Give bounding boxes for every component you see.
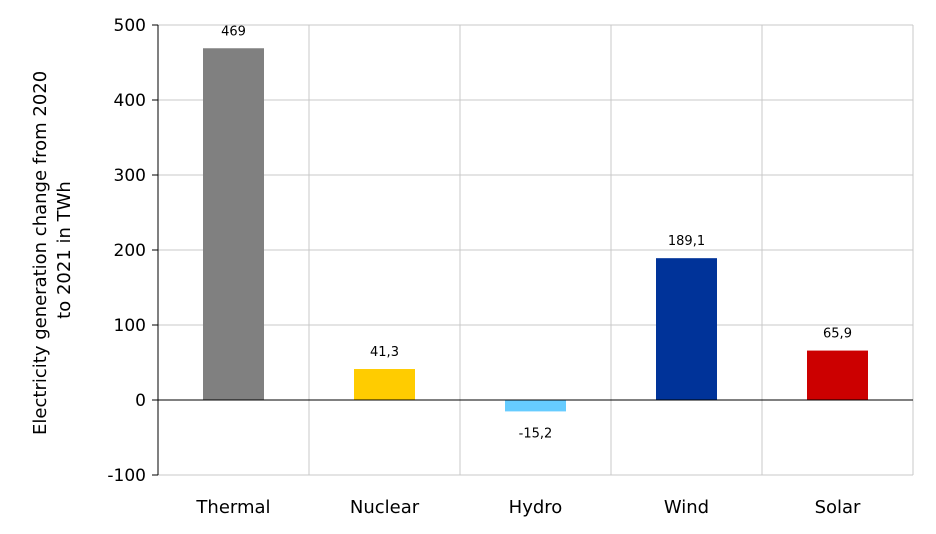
bar-nuclear xyxy=(354,369,415,400)
y-axis-title-line-1: Electricity generation change from 2020 xyxy=(30,71,51,435)
x-category-label: Nuclear xyxy=(350,497,420,518)
y-axis-title: Electricity generation change from 2020 … xyxy=(30,65,75,435)
bars xyxy=(203,48,868,412)
x-category-label: Thermal xyxy=(195,497,270,518)
y-tick-label: 200 xyxy=(114,241,146,261)
y-tick-label: 400 xyxy=(114,91,146,111)
y-tick-label: 100 xyxy=(114,316,146,336)
data-label: -15,2 xyxy=(519,426,553,441)
bar-wind xyxy=(656,258,717,400)
x-category-labels: Thermal Nuclear Hydro Wind Solar xyxy=(195,497,861,518)
bar-thermal xyxy=(203,48,264,400)
data-label: 469 xyxy=(221,24,246,39)
x-category-label: Wind xyxy=(664,497,709,518)
data-label: 189,1 xyxy=(668,234,705,249)
y-axis-title-line-2: to 2021 in TWh xyxy=(54,181,75,319)
bar-solar xyxy=(807,350,868,400)
y-tick-labels: 500 400 300 200 100 0 -100 xyxy=(107,16,146,486)
data-label: 65,9 xyxy=(823,327,852,342)
data-labels: 469 41,3 -15,2 189,1 65,9 xyxy=(221,24,852,441)
y-tick-label: 300 xyxy=(114,166,146,186)
bar-hydro xyxy=(505,400,566,412)
data-label: 41,3 xyxy=(370,345,399,360)
x-category-label: Hydro xyxy=(509,497,563,518)
y-tick-label: -100 xyxy=(107,466,146,486)
y-tick-label: 500 xyxy=(114,16,146,36)
x-category-label: Solar xyxy=(815,497,861,518)
axes xyxy=(152,24,913,476)
y-tick-label: 0 xyxy=(135,391,146,411)
